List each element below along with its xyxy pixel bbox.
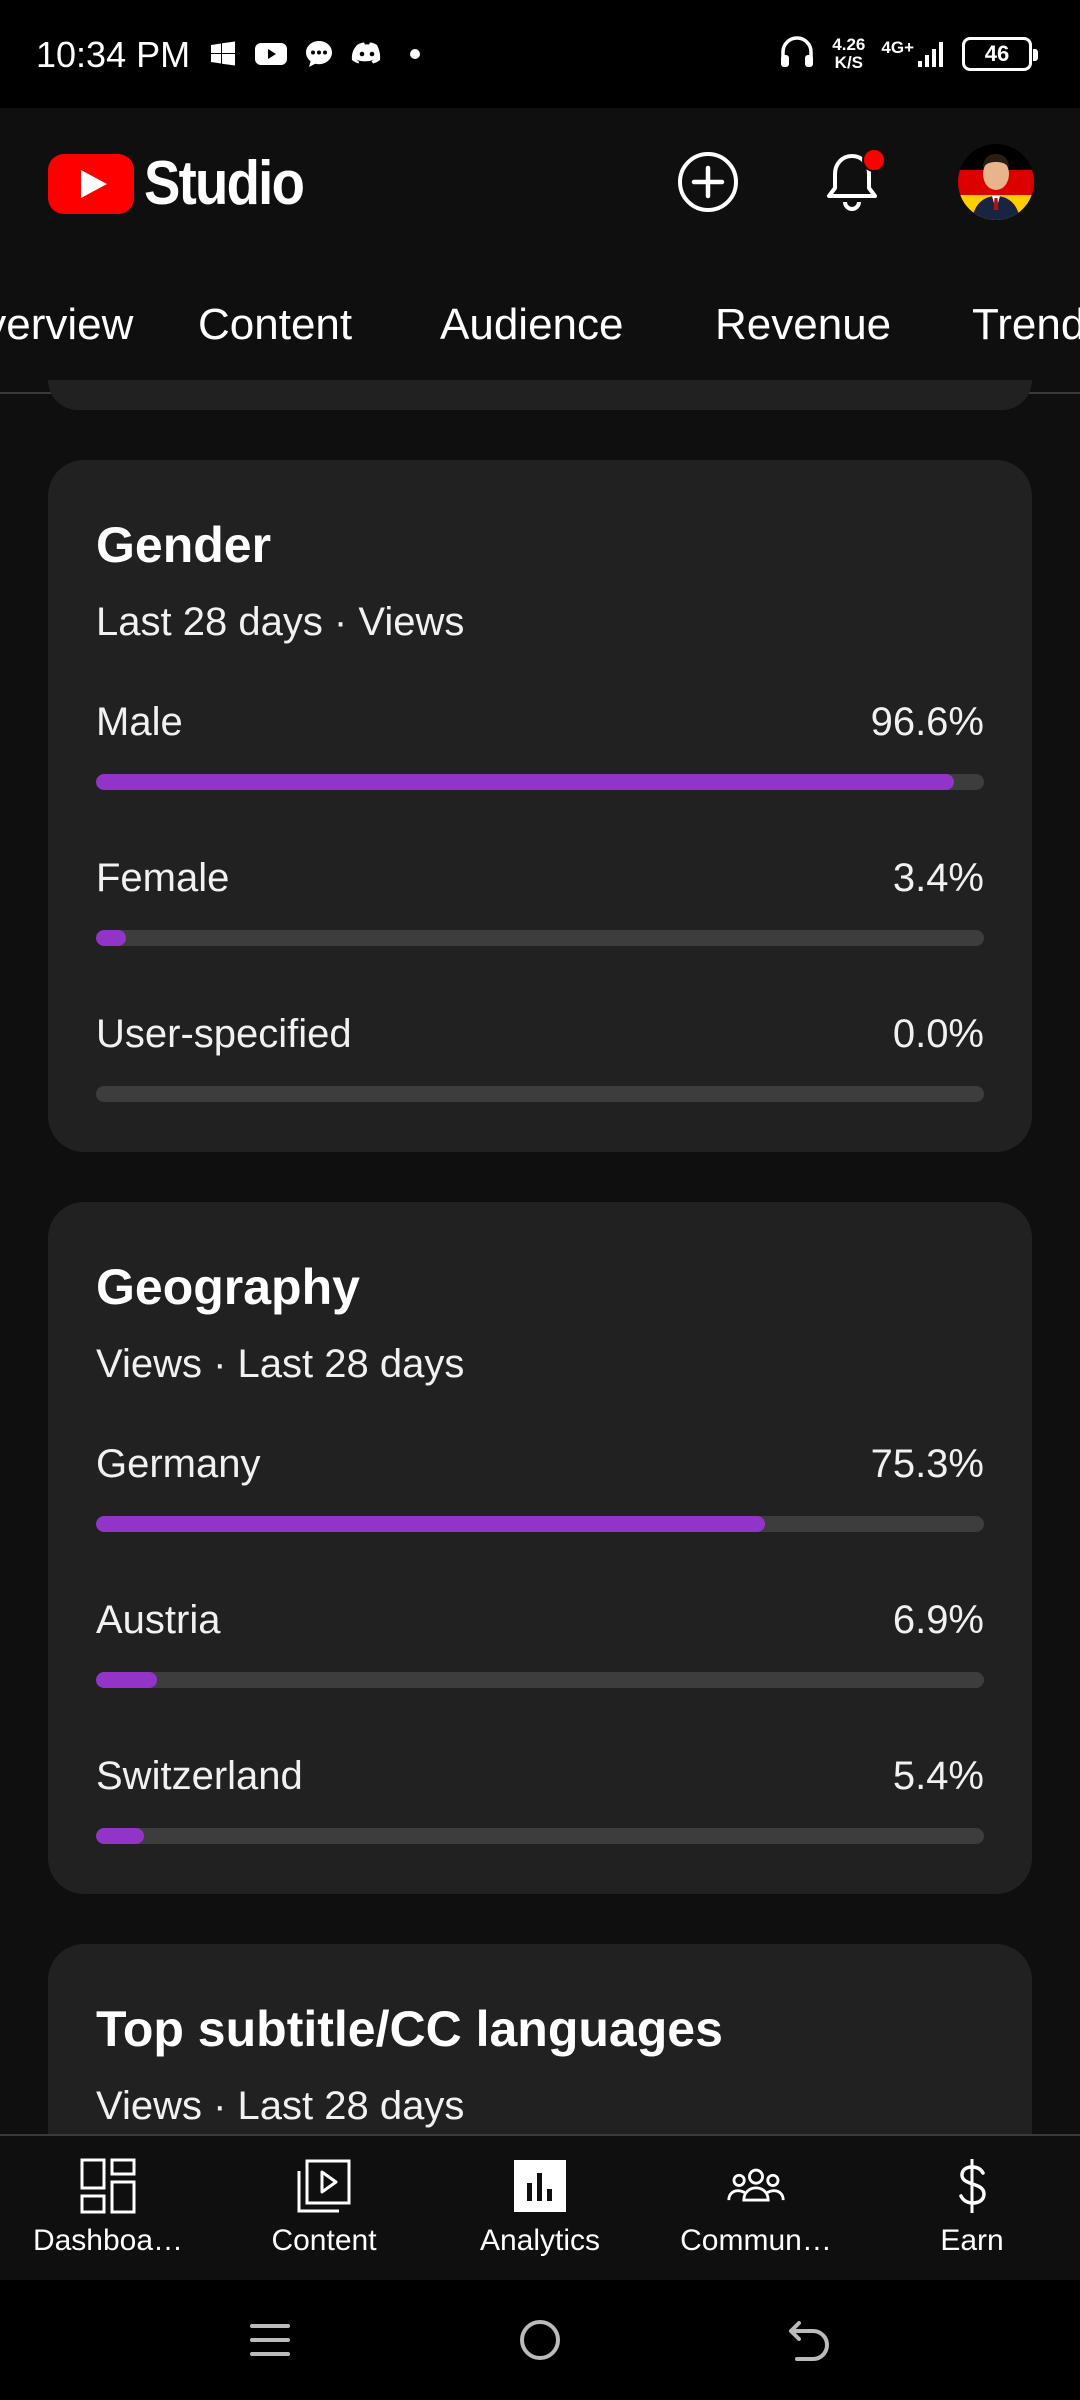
speed-value: 4.26: [832, 35, 866, 54]
dashboard-icon: [78, 2156, 138, 2216]
youtube-play-icon: [48, 153, 134, 214]
previous-card-edge: [48, 380, 1032, 410]
signal-icon: [918, 42, 943, 67]
youtube-icon: [254, 37, 288, 71]
battery-indicator: 46: [962, 37, 1038, 71]
tab-content[interactable]: Content: [198, 300, 353, 349]
chat-icon: [302, 37, 336, 71]
progress-bar: [96, 1086, 984, 1102]
gender-card[interactable]: Gender Last 28 days · Views Male 96.6% F…: [48, 460, 1032, 1152]
tab-overview[interactable]: Overview: [0, 300, 134, 349]
progress-bar: [96, 774, 984, 790]
community-icon: [726, 2156, 786, 2216]
dot-icon: [398, 37, 432, 71]
nav-label: Commun…: [680, 2224, 832, 2257]
analytics-tabs: Overview Content Audience Revenue Trends: [0, 254, 1080, 394]
row-value: 3.4%: [892, 856, 984, 900]
row-value: 75.3%: [870, 1442, 984, 1486]
speed-unit: K/S: [834, 53, 864, 72]
menu-icon: [250, 2324, 290, 2356]
progress-fill: [96, 1516, 765, 1532]
content-icon: [294, 2156, 354, 2216]
analytics-icon: [510, 2156, 570, 2216]
row-label: Male: [96, 700, 183, 744]
back-icon: [789, 2321, 829, 2361]
nav-content[interactable]: Content: [216, 2136, 432, 2282]
youtube-studio-logo[interactable]: Studio: [48, 148, 325, 219]
nav-label: Content: [271, 2224, 377, 2257]
network-speed: 4.26 K/S: [832, 36, 865, 72]
row-value: 6.9%: [892, 1598, 984, 1642]
progress-fill: [96, 1828, 144, 1844]
card-subtitle: Last 28 days · Views: [96, 600, 465, 644]
discord-icon: [350, 37, 384, 71]
row-label: User-specified: [96, 1012, 352, 1056]
tab-trends[interactable]: Trends: [972, 300, 1080, 349]
notifications-button[interactable]: [814, 144, 890, 220]
progress-bar: [96, 1672, 984, 1688]
row-value: 5.4%: [892, 1754, 984, 1798]
nav-label: Earn: [940, 2224, 1004, 2257]
progress-bar: [96, 1828, 984, 1844]
row-label: Austria: [96, 1598, 221, 1642]
nav-label: Dashboa…: [32, 2224, 184, 2257]
nav-label: Analytics: [479, 2224, 601, 2257]
card-title: Gender: [96, 517, 272, 573]
bottom-navigation: Dashboa… Content Analytics Commun… Earn: [0, 2134, 1080, 2280]
avatar[interactable]: [958, 144, 1034, 220]
earn-icon: [942, 2156, 1002, 2216]
home-circle-icon: [520, 2320, 560, 2360]
network-type: 4G+: [881, 39, 946, 69]
create-plus-icon: [678, 152, 738, 212]
status-bar: 10:34 PM 4.26 K/S 4G+ 46: [0, 0, 1080, 108]
create-button[interactable]: [670, 144, 746, 220]
card-subtitle: Views · Last 28 days: [96, 2084, 465, 2128]
card-subtitle: Views · Last 28 days: [96, 1342, 465, 1386]
geography-card[interactable]: Geography Views · Last 28 days Germany 7…: [48, 1202, 1032, 1894]
home-button[interactable]: [510, 2310, 570, 2370]
row-label: Female: [96, 856, 230, 900]
tab-audience[interactable]: Audience: [440, 300, 624, 349]
progress-fill: [96, 1672, 158, 1688]
nav-dashboard[interactable]: Dashboa…: [0, 2136, 216, 2282]
progress-bar: [96, 930, 984, 946]
status-right: 4.26 K/S 4G+ 46: [778, 30, 1038, 78]
nav-analytics[interactable]: Analytics: [432, 2136, 648, 2282]
progress-fill: [96, 774, 954, 790]
tab-revenue[interactable]: Revenue: [715, 300, 892, 349]
headphones-icon: [778, 33, 816, 76]
row-label: Germany: [96, 1442, 261, 1486]
logo-text: Studio: [144, 149, 305, 218]
app-header: Studio: [0, 108, 1080, 254]
windows-icon: [206, 37, 240, 71]
back-button[interactable]: [780, 2310, 840, 2370]
card-title: Geography: [96, 1259, 360, 1315]
notification-badge: [862, 148, 886, 172]
progress-fill: [96, 930, 127, 946]
row-value: 0.0%: [892, 1012, 984, 1056]
row-value: 96.6%: [870, 700, 984, 744]
nav-earn[interactable]: Earn: [864, 2136, 1080, 2282]
progress-bar: [96, 1516, 984, 1532]
notification-icons: [206, 34, 432, 74]
recent-apps-button[interactable]: [240, 2310, 300, 2370]
row-label: Switzerland: [96, 1754, 303, 1798]
nav-community[interactable]: Commun…: [648, 2136, 864, 2282]
system-navigation-bar: [0, 2280, 1080, 2400]
card-title: Top subtitle/CC languages: [96, 2001, 723, 2057]
status-time: 10:34 PM: [36, 34, 191, 75]
